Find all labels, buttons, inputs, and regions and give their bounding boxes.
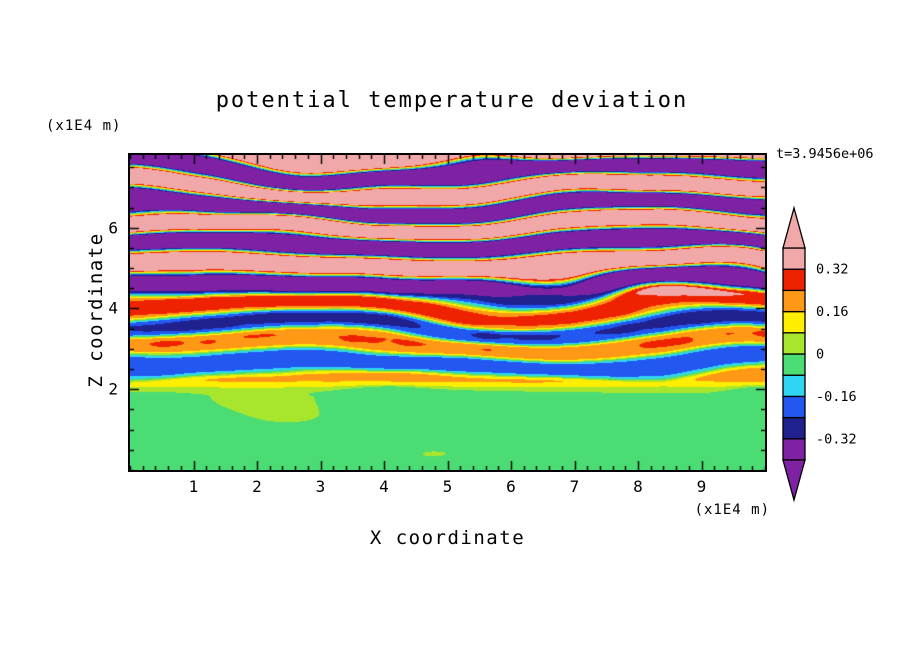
x-tick-label: 8: [633, 477, 643, 496]
x-tick-label: 2: [252, 477, 262, 496]
contour-field-canvas: [130, 155, 765, 470]
plot-title: potential temperature deviation: [215, 88, 689, 113]
y-tick-label: 4: [108, 298, 118, 318]
plot-area: [128, 153, 767, 472]
colorbar-under-arrow: [782, 459, 806, 503]
colorbar-tick-label: 0: [816, 347, 824, 363]
y-tick-labels: 2 4 6: [78, 155, 118, 470]
colorbar-segment: [782, 438, 806, 461]
x-tick-label: 7: [569, 477, 580, 496]
x-tick-label: 4: [379, 477, 389, 496]
colorbar-over-arrow: [782, 205, 806, 249]
y-tick-label: 6: [108, 218, 118, 238]
colorbar-segment: [782, 353, 806, 376]
colorbar-segment: [782, 332, 806, 355]
colorbar-segment: [782, 289, 806, 313]
x-axis-units-label: (x1E4 m): [694, 502, 770, 518]
colorbar-tick-label: 0.32: [816, 262, 849, 278]
x-tick-label: 6: [506, 477, 516, 496]
time-annotation: t=3.9456e+06: [776, 146, 874, 162]
colorbar-segment: [782, 374, 806, 398]
x-tick-label: 5: [442, 477, 453, 496]
x-tick-labels: 1 2 3 4 5 6 7 8 9: [130, 477, 765, 499]
y-axis-units-label: (x1E4 m): [46, 118, 122, 134]
colorbar-tick-label: -0.32: [816, 431, 857, 447]
colorbar: 0.32 0.16 0 -0.16 -0.32: [782, 205, 857, 503]
y-tick-label: 2: [108, 379, 118, 399]
colorbar-segment: [782, 247, 806, 270]
x-axis-label: X coordinate: [369, 527, 526, 549]
x-tick-label: 1: [188, 477, 199, 496]
colorbar-segment: [782, 416, 806, 440]
colorbar-segment: [782, 268, 806, 292]
colorbar-tick-label: -0.16: [816, 389, 857, 405]
x-tick-label: 9: [696, 477, 707, 496]
x-tick-label: 3: [315, 477, 326, 496]
colorbar-segment: [782, 310, 806, 334]
colorbar-tick-label: 0.16: [816, 304, 849, 320]
colorbar-segment: [782, 395, 806, 419]
